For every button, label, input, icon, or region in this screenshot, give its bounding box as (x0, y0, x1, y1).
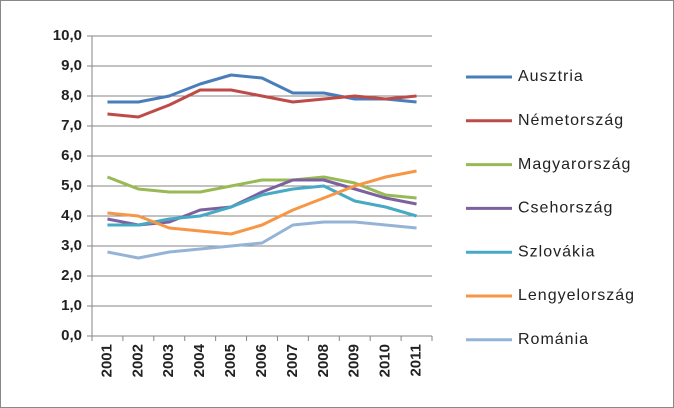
legend-label: Magyarország (518, 156, 631, 173)
x-tick-label: 2004 (191, 343, 208, 377)
x-tick-label: 2008 (315, 344, 332, 377)
series-line (106, 175, 417, 200)
y-tick-label: 5,0 (61, 177, 82, 194)
x-tick-label: 2009 (346, 344, 363, 377)
x-tick-label: 2003 (160, 344, 177, 377)
series-line (107, 169, 417, 236)
y-tick-label: 2,0 (61, 267, 82, 284)
x-tick-label: 2006 (253, 344, 270, 377)
y-tick-label: 7,0 (61, 117, 82, 134)
x-tick-label: 2007 (284, 344, 301, 377)
y-tick-label: 9,0 (61, 57, 82, 74)
legend-label: Németország (518, 112, 624, 129)
legend-label: Románia (518, 331, 589, 348)
y-tick-label: 6,0 (61, 147, 82, 164)
legend-label: Ausztria (518, 68, 584, 85)
x-tick-label: 2001 (98, 344, 115, 377)
legend-label: Szlovákia (518, 243, 595, 260)
series-line (107, 220, 417, 260)
legend-label: Csehország (518, 200, 613, 217)
y-tick-label: 4,0 (61, 207, 82, 224)
series-line (107, 73, 417, 104)
y-tick-label: 0,0 (61, 327, 82, 344)
x-tick-label: 2010 (377, 344, 394, 377)
x-tick-label: 2002 (129, 344, 146, 377)
x-tick-label: 2011 (408, 344, 425, 377)
x-tick-label: 2005 (222, 344, 239, 377)
series-line (107, 184, 417, 227)
series-line (107, 88, 417, 119)
y-tick-label: 10,0 (53, 27, 82, 44)
y-tick-label: 3,0 (61, 237, 82, 254)
y-tick-label: 1,0 (61, 297, 82, 314)
legend-label: Lengyelország (518, 287, 635, 304)
y-tick-label: 8,0 (61, 87, 82, 104)
